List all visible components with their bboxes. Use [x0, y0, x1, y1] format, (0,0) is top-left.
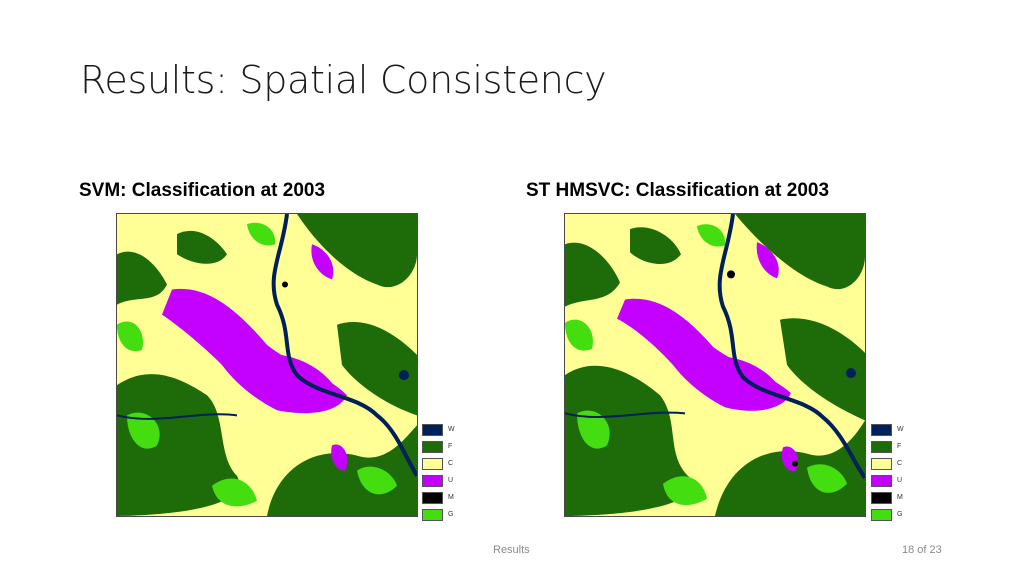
- legend-label: C: [448, 460, 454, 467]
- st-hmsvc-panel-heading: ST HMSVC: Classification at 2003: [526, 180, 830, 201]
- legend-label: C: [897, 460, 903, 467]
- legend-label: F: [897, 443, 902, 450]
- page-number: 18 of 23: [902, 544, 942, 556]
- svm-panel-heading: SVM: Classification at 2003: [79, 180, 326, 201]
- legend-item-forest: F: [422, 438, 462, 455]
- forest-swatch: [422, 440, 443, 453]
- st-hmsvc-map-legend: W F C U M G: [871, 421, 911, 523]
- m-swatch: [871, 491, 892, 504]
- legend-item-m: M: [871, 489, 911, 506]
- legend-label: U: [897, 477, 903, 484]
- slide-title: Results: Spatial Consistency: [80, 58, 607, 102]
- forest-swatch: [871, 440, 892, 453]
- legend-label: G: [897, 511, 903, 518]
- grass-swatch: [422, 508, 443, 521]
- legend-label: U: [448, 477, 454, 484]
- legend-item-water: W: [422, 421, 462, 438]
- legend-item-m: M: [422, 489, 462, 506]
- svm-map-legend: W F C U M G: [422, 421, 462, 523]
- water-swatch: [422, 423, 443, 436]
- legend-item-crop: C: [422, 455, 462, 472]
- legend-label: F: [448, 443, 453, 450]
- crop-swatch: [422, 457, 443, 470]
- svm-classification-map: [116, 213, 418, 517]
- legend-item-water: W: [871, 421, 911, 438]
- legend-item-urban: U: [422, 472, 462, 489]
- legend-item-grass: G: [871, 506, 911, 523]
- water-swatch: [871, 423, 892, 436]
- legend-item-urban: U: [871, 472, 911, 489]
- st-hmsvc-classification-map: [564, 213, 866, 517]
- legend-label: G: [448, 511, 454, 518]
- m-swatch: [422, 491, 443, 504]
- footer-section-label: Results: [493, 544, 530, 556]
- legend-item-grass: G: [422, 506, 462, 523]
- legend-label: W: [897, 426, 904, 433]
- legend-label: M: [897, 494, 903, 501]
- legend-label: W: [448, 426, 455, 433]
- grass-swatch: [871, 508, 892, 521]
- legend-label: M: [448, 494, 454, 501]
- land-cover-map-icon: [565, 214, 865, 516]
- urban-swatch: [871, 474, 892, 487]
- urban-swatch: [422, 474, 443, 487]
- land-cover-map-icon: [117, 214, 417, 516]
- crop-swatch: [871, 457, 892, 470]
- legend-item-forest: F: [871, 438, 911, 455]
- legend-item-crop: C: [871, 455, 911, 472]
